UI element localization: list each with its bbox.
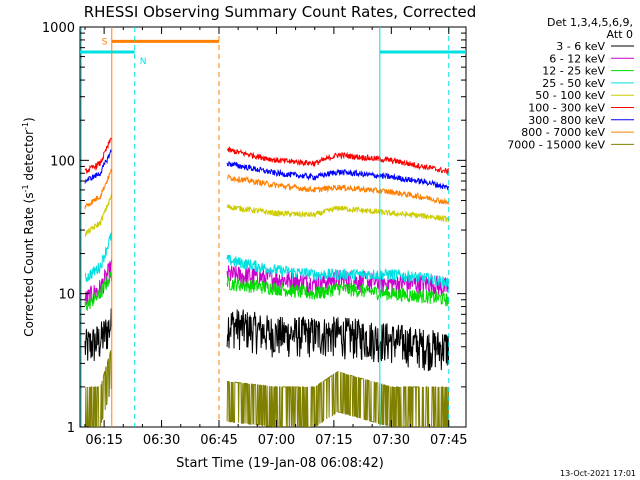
series-line	[84, 193, 450, 238]
legend-label: 50 - 100 keV	[535, 89, 605, 102]
x-tick-label: 07:45	[430, 433, 467, 448]
y-axis-label-end: )	[22, 117, 36, 122]
y-axis-label-sup2: -1	[21, 122, 30, 130]
y-axis-label-mid: detector	[22, 130, 36, 185]
y-axis: 1 10 100 1000	[42, 21, 466, 436]
legend-header: Att 0	[607, 28, 633, 41]
x-axis-label: Start Time (19-Jan-08 06:08:42)	[176, 456, 384, 471]
y-tick-label: 100	[50, 154, 75, 169]
legend-label: 6 - 12 keV	[549, 52, 605, 65]
y-axis-label: Corrected Count Rate (s-1 detector-1)	[21, 117, 36, 336]
chart-title: RHESSI Observing Summary Count Rates, Co…	[84, 3, 477, 21]
series-line	[84, 149, 450, 191]
legend-label: 7000 - 15000 keV	[507, 138, 605, 151]
x-axis: 06:15 06:30 06:45 07:00 07:15 07:30 07:45	[84, 27, 468, 448]
x-tick-label: 07:30	[373, 433, 410, 448]
series-line	[84, 168, 450, 209]
night-flag-label: N	[140, 57, 147, 67]
y-axis-label-sup1: -1	[21, 184, 30, 192]
saa-flag-label: S	[102, 37, 108, 47]
legend-label: 25 - 50 keV	[542, 77, 605, 90]
legend-label: 800 - 7000 keV	[521, 126, 605, 139]
legend-label: 12 - 25 keV	[542, 65, 605, 78]
legend-label: 3 - 6 keV	[556, 40, 605, 53]
y-tick-label: 1	[67, 421, 75, 436]
x-tick-label: 07:15	[315, 433, 352, 448]
chart-marks	[84, 137, 450, 427]
flag-bars: SN	[80, 27, 466, 427]
x-tick-label: 06:15	[85, 433, 122, 448]
series-line	[84, 137, 450, 176]
x-tick-label: 06:30	[143, 433, 180, 448]
x-tick-label: 06:45	[200, 433, 237, 448]
x-tick-label: 07:00	[258, 433, 295, 448]
series-line	[84, 231, 450, 289]
legend-label: 100 - 300 keV	[528, 102, 605, 115]
series-line	[84, 271, 450, 312]
series-line	[84, 308, 450, 372]
y-tick-label: 1000	[42, 21, 75, 36]
legend-label: 300 - 800 keV	[528, 114, 605, 127]
y-tick-label: 10	[58, 288, 75, 303]
legend-header: Det 1,3,4,5,6,9,	[547, 16, 633, 29]
series-line	[84, 350, 450, 427]
footer-date: 13-Oct-2021 17:01	[560, 469, 636, 478]
y-axis-label-main: Corrected Count Rate (s	[22, 192, 36, 336]
